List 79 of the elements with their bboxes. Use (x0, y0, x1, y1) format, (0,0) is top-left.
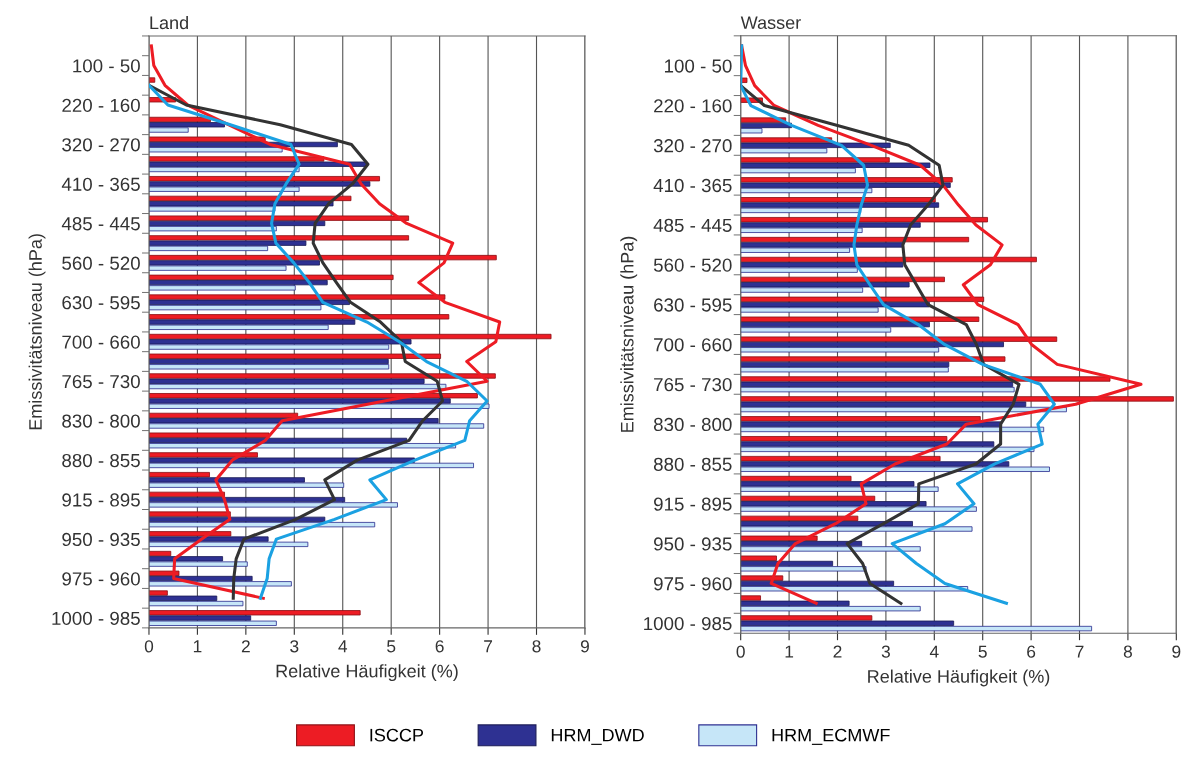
chart-title: Wasser (740, 16, 801, 30)
y-tick-label: 630 - 595 (654, 298, 732, 312)
x-tick-label: 6 (435, 640, 444, 653)
x-tick-label: 7 (1075, 645, 1084, 658)
y-tick-label: 1000 - 985 (644, 616, 732, 631)
x-tick-label: 0 (736, 645, 745, 658)
y-tick-label: 320 - 270 (653, 139, 732, 153)
y-tick-label: 765 - 730 (654, 378, 732, 392)
y-tick-label: 880 - 855 (653, 457, 732, 471)
x-tick-label: 1 (193, 640, 202, 653)
y-tick-label: 975 - 960 (62, 572, 140, 586)
y-axis-title: Emissivitätsniveau (hPa) (28, 234, 46, 430)
bar (740, 475, 852, 482)
y-tick-label: 975 - 960 (654, 577, 732, 591)
x-tick-label: 5 (387, 640, 396, 653)
x-tick-label: 3 (881, 645, 890, 658)
chart-title: Land (150, 15, 188, 30)
bar (148, 77, 156, 83)
y-tick-label: 220 - 160 (654, 99, 732, 113)
y-tick-label: 485 - 445 (653, 218, 732, 232)
bar (740, 595, 761, 601)
x-tick-label: 4 (338, 640, 348, 653)
x-axis-title: Relative Häufigkeit (%) (868, 669, 1050, 687)
bar (148, 235, 410, 241)
x-tick-label: 6 (1027, 645, 1036, 658)
x-tick-label: 8 (1123, 645, 1132, 658)
y-tick-label: 410 - 365 (653, 178, 732, 193)
y-tick-label: 880 - 855 (62, 453, 140, 468)
y-tick-label: 100 - 50 (73, 59, 140, 73)
bar (148, 274, 394, 280)
x-tick-label: 7 (484, 640, 493, 653)
bar (740, 316, 980, 322)
x-tick-label: 9 (1172, 645, 1181, 658)
x-tick-label: 2 (833, 645, 842, 658)
bar (740, 555, 777, 561)
y-tick-label: 485 - 445 (61, 217, 140, 231)
bar (148, 471, 210, 478)
y-tick-label: 830 - 800 (62, 414, 140, 428)
y-axis-title: Emissivitätsniveau (hPa) (620, 236, 638, 432)
bar (148, 610, 361, 616)
y-tick-label: 630 - 595 (62, 296, 140, 310)
x-tick-label: 9 (580, 640, 589, 653)
x-tick-label: 5 (978, 645, 987, 658)
bar (740, 356, 1006, 362)
y-tick-label: 830 - 800 (653, 417, 732, 432)
x-tick-label: 8 (532, 640, 541, 653)
bar (148, 353, 442, 359)
bar (148, 590, 168, 596)
y-tick-label: 220 - 160 (62, 98, 140, 112)
y-tick-label: 700 - 660 (654, 338, 732, 352)
y-tick-label: 915 - 895 (654, 497, 732, 511)
y-tick-label: 700 - 660 (62, 335, 140, 349)
x-tick-label: 4 (929, 645, 939, 658)
x-tick-label: 0 (144, 640, 154, 653)
bar (148, 314, 450, 320)
bar (740, 197, 936, 203)
y-tick-label: 950 - 935 (654, 537, 732, 551)
bar (740, 236, 970, 243)
y-tick-label: 560 - 520 (62, 256, 140, 270)
legend-label: ISCCP (370, 728, 424, 742)
y-tick-label: 410 - 365 (61, 177, 140, 191)
bar (740, 157, 890, 163)
bar (148, 550, 172, 557)
x-axis-title: Relative Häufigkeit (%) (276, 664, 458, 682)
x-tick-label: 3 (290, 640, 299, 653)
y-tick-label: 950 - 935 (62, 532, 140, 547)
legend-label: HRM_DWD (551, 728, 644, 745)
y-tick-label: 560 - 520 (653, 258, 732, 272)
x-tick-label: 1 (785, 645, 794, 658)
legend-label: HRM_ECMWF (772, 728, 890, 745)
y-tick-label: 320 - 270 (62, 138, 140, 152)
y-tick-label: 100 - 50 (664, 59, 732, 73)
y-tick-label: 915 - 895 (62, 493, 140, 507)
y-tick-label: 1000 - 985 (52, 611, 140, 625)
bar (740, 615, 873, 621)
bar (148, 195, 352, 202)
y-tick-label: 765 - 730 (62, 374, 140, 389)
bar (740, 276, 945, 283)
x-tick-label: 2 (241, 640, 250, 653)
